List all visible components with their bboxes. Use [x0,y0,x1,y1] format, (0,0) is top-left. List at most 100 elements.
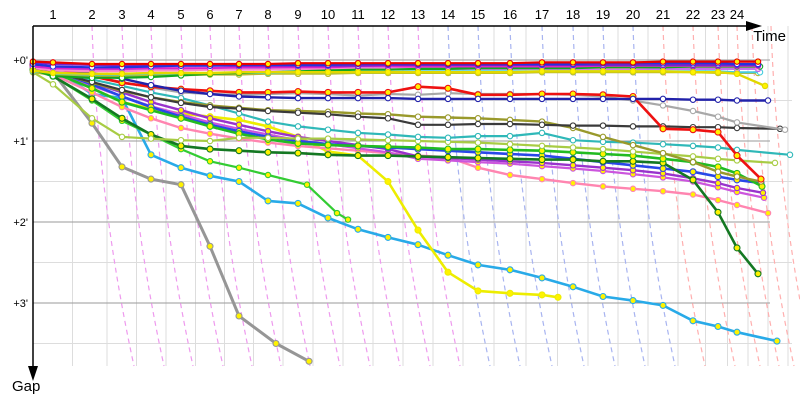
lap-point-navy [294,94,302,102]
lap-point-green-3-dark [506,155,514,163]
lap-point-olive [733,173,741,180]
lap-point-teal [264,118,272,125]
lap-point-red-2 [714,128,722,136]
lap-point-gray-1 [272,339,280,348]
lap-point-green-3-dark [324,151,332,159]
lap-point-gray-1 [206,242,214,250]
lapping-line-blue [632,25,676,367]
lap-point-yellow-2 [384,177,392,186]
lap-point-black-1 [147,94,155,101]
lap-point-black-1 [118,86,126,94]
lap-point-red-1 [384,59,392,67]
lap-point-red-2 [384,88,392,96]
lap-point-green-4 [303,181,311,188]
x-tick-label: 4 [147,7,154,22]
lap-point-gray-2 [689,107,697,115]
lap-point-red-1 [147,60,155,68]
lap-point-green-2 [88,84,96,92]
lapping-line-blue [602,25,646,367]
lap-point-navy [764,97,772,104]
lap-point-blue-2 [689,168,697,176]
lap-point-yellowgreen [294,135,302,142]
lap-point-skyblue [689,317,697,325]
lap-point-gray-1 [147,175,155,183]
lap-point-teal [444,134,452,142]
series-teal [29,64,794,159]
lap-point-skyblue [354,225,362,233]
lap-point-yellowgreen [324,135,332,142]
lap-point-yellowgreen [474,139,482,146]
lap-point-pink-2 [569,179,577,187]
lap-point-skyblue [324,214,332,222]
lap-point-pink-2 [474,164,482,171]
lap-point-yellow-2 [444,268,452,276]
lap-point-teal [689,142,697,150]
lap-point-yellow-1 [177,69,185,77]
lap-point-red-1 [629,59,637,66]
lap-point-pink-2 [659,187,667,195]
lapping-line-violet [209,25,253,367]
lap-point-yellow-2 [506,289,514,297]
lap-point-yellow-1 [659,68,667,75]
lap-point-black-1 [235,105,243,112]
lap-point-gray-2 [733,119,741,126]
x-tick-label: 24 [730,7,744,22]
series-yellow-1 [29,67,769,90]
lap-point-navy [324,94,332,102]
x-tick-label: 11 [351,7,365,22]
lap-point-yellow-1 [761,82,769,90]
lap-point-red-2 [689,126,697,134]
lap-point-red-1 [474,59,482,67]
lap-point-navy [235,93,243,100]
lap-point-yellow-2 [414,226,422,234]
lap-point-yellowgreen [714,155,722,163]
lap-point-green-2 [324,141,332,149]
lap-point-gray-2 [659,102,667,109]
x-tick-label: 18 [566,7,580,22]
lap-point-yellowgreen [147,135,155,142]
series-red-2 [29,61,765,183]
y-axis-title: Gap [12,378,41,395]
lap-point-yellow-1 [384,68,392,76]
lap-point-teal [786,151,794,159]
lapping-line-blue [572,25,616,367]
lap-point-red-1 [264,60,272,68]
x-tick-label: 23 [711,7,725,22]
lap-point-yellow-2 [538,291,546,299]
lapping-line-violet [417,25,461,367]
lap-point-skyblue [538,274,546,282]
lap-point-red-1 [294,59,302,67]
lap-point-olive [414,113,422,120]
lap-point-gray-2 [781,126,789,133]
lap-point-yellow-1 [599,68,607,75]
y-tick-label: +1' [13,136,28,148]
lap-point-skyblue [506,266,514,274]
lap-point-olive [599,133,607,141]
lap-point-green-3-dark [569,156,577,164]
x-tick-label: 2 [88,7,95,22]
lap-point-skyblue [414,241,422,249]
lap-point-teal [659,140,667,148]
x-axis-title: Time [753,28,786,45]
lap-point-green-2 [354,142,362,150]
lap-point-navy [354,94,362,102]
lap-point-skyblue [264,197,272,205]
lap-point-green-3-dark [384,152,392,160]
lap-point-green-3-dark [754,270,762,278]
lap-point-yellow-1 [235,68,243,76]
lap-point-green-2 [506,146,514,154]
lap-point-black-1 [733,124,741,132]
lap-point-green-3-dark [235,147,243,155]
lap-point-yellow-1 [264,68,272,76]
gridlines [33,26,792,366]
x-tick-label: 8 [264,7,271,22]
lap-point-skyblue [177,164,185,172]
lap-point-green-3-dark [118,114,126,122]
lap-point-green-3-dark [444,153,452,161]
lap-point-pink-2 [599,183,607,190]
lap-point-red-1 [754,58,762,65]
x-tick-label: 13 [411,7,425,22]
lap-point-green-3-dark [414,152,422,160]
